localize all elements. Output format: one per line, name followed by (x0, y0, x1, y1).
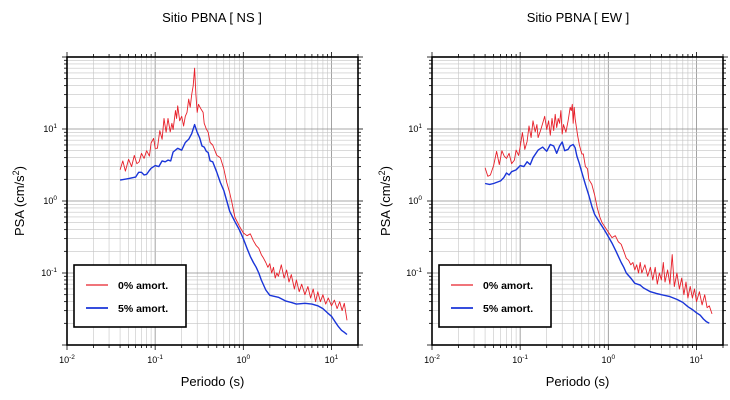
x-axis-label: Periodo (s) (546, 374, 610, 389)
chart-title: Sitio PBNA [ NS ] (162, 10, 262, 25)
series-line-5pct (119, 123, 348, 336)
x-tick-label: 101 (690, 354, 704, 365)
y-tick-label: 100 (43, 195, 57, 206)
y-tick-label: 101 (408, 123, 422, 134)
series-line-5pct (484, 141, 710, 324)
series-line-0pct (484, 103, 713, 315)
legend-label-0pct: 0% amort. (118, 280, 168, 292)
chart-panel-ns: 10-2 10-1 100 101 10-1 100 101 Sitio PBNA [ NS … (11, 10, 363, 389)
axis-ticks (427, 52, 728, 350)
legend-box (73, 264, 187, 328)
legend: 0% amort. 5% amort. (73, 264, 187, 328)
x-tick-label: 10-2 (424, 354, 440, 365)
legend-label-5pct: 5% amort. (483, 303, 533, 315)
legend-box (438, 264, 552, 328)
y-tick-label: 100 (408, 195, 422, 206)
x-axis-label: Periodo (s) (181, 374, 245, 389)
y-tick-label: 10-1 (406, 267, 422, 278)
x-tick-label: 10-2 (59, 354, 75, 365)
legend: 0% amort. 5% amort. (438, 264, 552, 328)
x-tick-label: 100 (236, 354, 250, 365)
grid (66, 56, 359, 346)
legend-label-0pct: 0% amort. (483, 280, 533, 292)
chart-panel-ew: 10-2 10-1 100 101 10-1 100 101 Sitio PBNA [ EW … (377, 10, 728, 389)
legend-label-5pct: 5% amort. (118, 303, 168, 315)
y-tick-label: 10-1 (41, 267, 57, 278)
y-axis-label: PSA (cm/s2) (11, 166, 27, 236)
x-tick-label: 100 (601, 354, 615, 365)
x-tick-label: 101 (325, 354, 339, 365)
x-tick-label: 10-1 (512, 354, 528, 365)
y-tick-label: 101 (43, 123, 57, 134)
series-line-0pct (119, 67, 348, 321)
chart-title: Sitio PBNA [ EW ] (527, 10, 630, 25)
y-axis-label: PSA (cm/s2) (377, 166, 393, 236)
x-tick-label: 10-1 (147, 354, 163, 365)
axis-ticks (62, 52, 363, 350)
